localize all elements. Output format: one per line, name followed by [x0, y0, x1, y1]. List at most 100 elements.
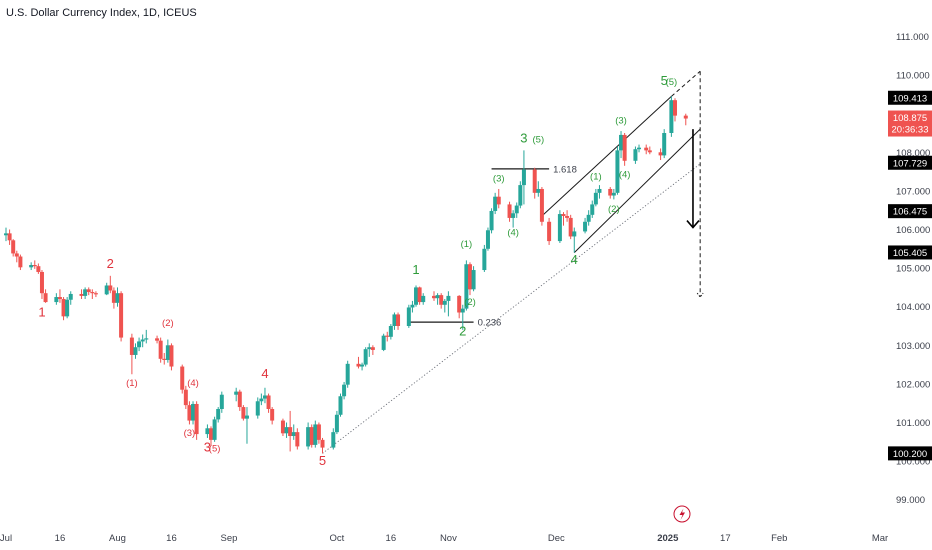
candle-body	[637, 147, 642, 150]
candle	[108, 275, 113, 294]
price-badge-label: 100.200	[893, 449, 927, 460]
candle	[270, 407, 275, 425]
candle-body	[155, 338, 160, 341]
candle	[518, 181, 523, 209]
candle	[644, 144, 649, 155]
wave-label: (5)	[533, 135, 545, 146]
candle	[61, 297, 66, 321]
candle-body	[406, 307, 411, 326]
candle-body	[331, 432, 336, 448]
candle	[306, 422, 311, 450]
candle-body	[57, 297, 62, 299]
candle-body	[86, 289, 91, 293]
candle-body	[392, 314, 397, 326]
candle-body	[219, 394, 224, 409]
lightning-icon[interactable]	[673, 505, 691, 523]
wave-label: (4)	[507, 227, 519, 238]
candle-body	[590, 204, 595, 215]
wave-label: 4	[261, 366, 268, 381]
candle-body	[137, 341, 142, 348]
candle	[683, 113, 688, 126]
candle-body	[435, 295, 440, 299]
candle	[496, 188, 501, 209]
candle-body	[356, 363, 361, 367]
candle-body	[291, 432, 296, 437]
candle	[119, 291, 124, 342]
candle-body	[633, 149, 638, 161]
candle	[133, 343, 138, 359]
chart-title: U.S. Dollar Currency Index, 1D, ICEUS	[6, 7, 197, 19]
candle-body	[421, 295, 426, 303]
candle-body	[104, 285, 109, 295]
x-tick-label-year: 2025	[657, 533, 679, 544]
candle-body	[205, 428, 210, 435]
candle	[39, 270, 44, 299]
wave-label: (4)	[619, 169, 631, 180]
candle-body	[662, 133, 667, 156]
candle	[611, 188, 616, 200]
candle-body	[586, 214, 591, 222]
candle-body	[514, 205, 519, 214]
candle	[93, 291, 98, 298]
candle-body	[417, 287, 422, 303]
candle-body	[442, 300, 447, 305]
candle-body	[385, 335, 390, 337]
candle-body	[234, 391, 239, 395]
candle	[586, 210, 591, 226]
y-tick-label: 110.000	[896, 71, 930, 82]
y-tick-label: 108.000	[896, 148, 930, 159]
candle	[532, 167, 537, 199]
candle-body	[669, 100, 674, 133]
x-tick-label: Aug	[109, 533, 126, 544]
candle-body	[244, 415, 249, 419]
last-price-badge	[888, 110, 932, 137]
candle-body	[280, 420, 285, 434]
candle	[11, 239, 16, 257]
candle	[521, 150, 526, 205]
candle	[183, 385, 188, 409]
x-tick-label: 16	[386, 533, 397, 544]
wave-label: (5)	[209, 443, 221, 454]
candle-body	[593, 192, 598, 205]
candle-body	[43, 293, 48, 303]
candle-body	[241, 407, 246, 419]
candle-body	[367, 347, 372, 350]
candle-body	[457, 295, 462, 313]
last-price-value: 108.875	[893, 113, 927, 124]
candle-body	[619, 134, 624, 151]
candle	[216, 407, 221, 423]
candle	[615, 146, 620, 195]
candle	[471, 266, 476, 292]
candle-body	[187, 405, 192, 421]
candle	[280, 418, 285, 437]
candle-body	[54, 297, 59, 303]
candle-body	[396, 314, 401, 326]
candle	[583, 217, 588, 234]
candle-body	[493, 196, 498, 211]
candle	[370, 345, 375, 355]
candle	[442, 298, 447, 313]
candle	[255, 397, 260, 419]
candle	[619, 131, 624, 159]
price-badge	[888, 155, 932, 170]
x-tick-label: Mar	[872, 533, 888, 544]
candle-body	[111, 290, 116, 303]
candle-body	[295, 432, 300, 447]
wave-label: 4	[571, 252, 578, 267]
candle-body	[565, 215, 570, 218]
candle	[593, 188, 598, 207]
candle	[565, 210, 570, 222]
candle	[637, 144, 642, 153]
candle-body	[83, 289, 88, 296]
candle	[590, 200, 595, 218]
candle-body	[309, 427, 314, 445]
candle	[406, 304, 411, 328]
candle-body	[29, 265, 34, 268]
candle-body	[79, 293, 84, 296]
candle-body	[14, 253, 19, 257]
candle	[90, 289, 95, 299]
candle-body	[61, 298, 66, 317]
candle	[7, 229, 12, 245]
